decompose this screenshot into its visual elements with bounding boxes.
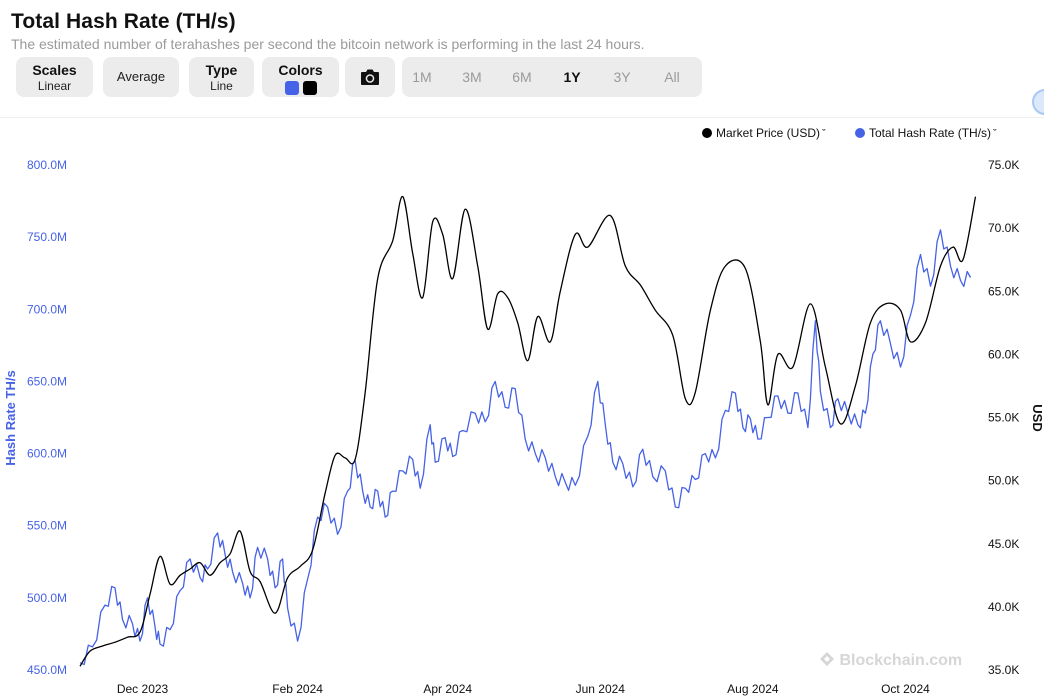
average-label: Average <box>116 69 166 84</box>
x-tick-label: Feb 2024 <box>272 682 323 696</box>
y-right-tick-label: 60.0K <box>988 347 1019 361</box>
y-left-tick-label: 450.0M <box>27 663 67 677</box>
y-right-tick-label: 40.0K <box>988 600 1019 614</box>
hash-rate-color-swatch[interactable] <box>284 81 299 95</box>
legend-market-price-marker <box>702 128 712 138</box>
legend-market-price[interactable]: Market Price (USD) ˇ <box>702 126 826 140</box>
colors-label: Colors <box>278 62 323 78</box>
range-3m-button[interactable]: 3M <box>462 69 482 85</box>
scales-value: Linear <box>37 79 72 93</box>
color-swatches <box>262 81 339 95</box>
blockchain-watermark: Blockchain.com <box>819 651 962 670</box>
blockchain-logo-icon <box>820 652 834 666</box>
y-left-tick-label: 600.0M <box>27 447 67 461</box>
x-tick-label: Aug 2024 <box>727 682 779 696</box>
type-label: Type <box>205 62 238 78</box>
chevron-down-icon: ˇ <box>822 128 826 140</box>
range-6m-button[interactable]: 6M <box>512 69 532 85</box>
page-subtitle: The estimated number of terahashes per s… <box>11 36 645 52</box>
y-left-tick-label: 650.0M <box>27 374 67 388</box>
range-all-button[interactable]: All <box>664 69 680 85</box>
x-tick-label: Apr 2024 <box>423 682 472 696</box>
legend-hash-rate[interactable]: Total Hash Rate (TH/s) ˇ <box>855 126 997 140</box>
y-right-tick-label: 65.0K <box>988 284 1019 298</box>
screenshot-button[interactable] <box>345 57 395 97</box>
chevron-down-icon: ˇ <box>993 128 997 140</box>
market-price-series-line <box>79 195 977 667</box>
y-left-tick-label: 700.0M <box>27 302 67 316</box>
y-left-tick-label: 550.0M <box>27 519 67 533</box>
x-tick-label: Jun 2024 <box>576 682 626 696</box>
range-3y-button[interactable]: 3Y <box>613 69 631 85</box>
y-right-tick-label: 45.0K <box>988 537 1019 551</box>
legend-hash-rate-marker <box>855 128 865 138</box>
scales-label: Scales <box>32 62 77 78</box>
left-axis-ticks: 450.0M 500.0M 550.0M 600.0M 650.0M 700.0M 750.… <box>27 158 67 677</box>
x-tick-label: Oct 2024 <box>881 682 930 696</box>
page-title: Total Hash Rate (TH/s) <box>11 10 236 33</box>
y-right-tick-label: 55.0K <box>988 411 1019 425</box>
colors-button[interactable]: Colors <box>262 57 339 97</box>
right-axis-ticks: 35.0K 40.0K 45.0K 50.0K 55.0K 60.0K 65.0K 70.0K… <box>988 158 1019 677</box>
camera-icon <box>361 69 379 85</box>
x-axis-ticks: Dec 2023 Feb 2024 Apr 2024 Jun 2024 Aug 2024… <box>117 682 930 696</box>
range-1y-button[interactable]: 1Y <box>563 69 581 85</box>
y-right-axis-label: USD <box>1030 404 1044 431</box>
scales-button[interactable]: Scales Linear <box>16 57 93 97</box>
x-tick-label: Dec 2023 <box>117 682 169 696</box>
legend-market-price-label: Market Price (USD) <box>716 126 821 140</box>
hash-rate-series-line <box>79 229 972 666</box>
time-range-selector: 1M 3M 6M 1Y 3Y All <box>402 57 702 97</box>
market-price-color-swatch[interactable] <box>302 81 317 95</box>
watermark-text: Blockchain.com <box>839 652 963 669</box>
y-left-tick-label: 500.0M <box>27 591 67 605</box>
type-button[interactable]: Type Line <box>189 57 254 97</box>
range-1m-button[interactable]: 1M <box>412 69 432 85</box>
y-right-tick-label: 70.0K <box>988 221 1019 235</box>
y-left-tick-label: 800.0M <box>27 158 67 172</box>
y-left-tick-label: 750.0M <box>27 230 67 244</box>
header-divider <box>0 117 1044 118</box>
y-left-axis-label: Hash Rate TH/s <box>3 370 18 465</box>
y-right-tick-label: 35.0K <box>988 663 1019 677</box>
legend-hash-rate-label: Total Hash Rate (TH/s) <box>869 126 992 140</box>
y-right-tick-label: 75.0K <box>988 158 1019 172</box>
y-right-tick-label: 50.0K <box>988 474 1019 488</box>
type-value: Line <box>210 79 233 93</box>
average-button[interactable]: Average <box>103 57 179 97</box>
